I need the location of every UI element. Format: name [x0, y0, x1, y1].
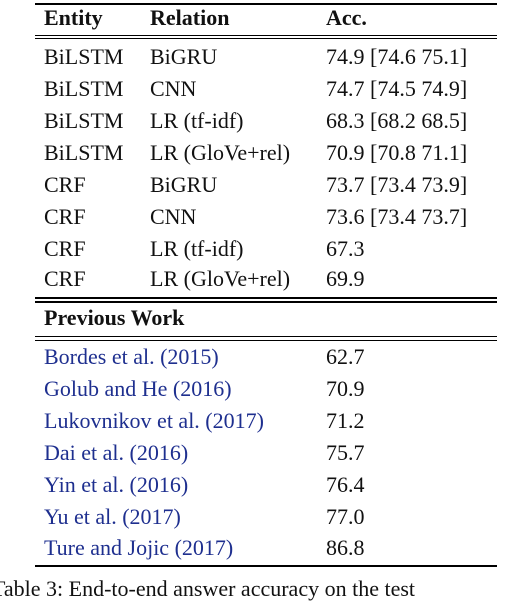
citation-link[interactable]: Bordes et al. (2015) [44, 344, 219, 369]
table-row: BiLSTM LR (GloVe+rel) 70.9 [70.8 71.1] [0, 138, 530, 168]
entity-cell: BiLSTM [44, 44, 124, 69]
entity-cell: BiLSTM [44, 108, 124, 133]
accuracy-cell: 70.9 [70.8 71.1] [326, 140, 468, 165]
table-header-row: Entity Relation Acc. [0, 3, 530, 33]
previous-work-row: Yin et al. (2016) 76.4 [0, 470, 530, 500]
citation-link[interactable]: Yin et al. (2016) [44, 472, 189, 497]
table-row: CRF BiGRU 73.7 [73.4 73.9] [0, 170, 530, 200]
accuracy-cell: 76.4 [326, 472, 365, 497]
accuracy-cell: 73.7 [73.4 73.9] [326, 172, 468, 197]
entity-cell: CRF [44, 266, 86, 291]
previous-work-rule-second [35, 340, 497, 341]
previous-work-row: Dai et al. (2016) 75.7 [0, 438, 530, 468]
table-row: CRF LR (tf-idf) 67.3 [0, 234, 530, 264]
relation-cell: CNN [150, 76, 197, 101]
accuracy-cell: 68.3 [68.2 68.5] [326, 108, 468, 133]
table-row: BiLSTM CNN 74.7 [74.5 74.9] [0, 74, 530, 104]
previous-work-heading: Previous Work [44, 305, 185, 330]
previous-work-heading-row: Previous Work [0, 303, 530, 333]
table-row: BiLSTM BiGRU 74.9 [74.6 75.1] [0, 42, 530, 72]
citation-link[interactable]: Golub and He (2016) [44, 376, 232, 401]
table-bottom-rule [35, 565, 497, 567]
entity-cell: CRF [44, 172, 86, 197]
relation-cell: CNN [150, 204, 197, 229]
header-relation: Relation [150, 5, 230, 30]
accuracy-cell: 75.7 [326, 440, 365, 465]
previous-work-row: Bordes et al. (2015) 62.7 [0, 342, 530, 372]
relation-cell: BiGRU [150, 172, 218, 197]
entity-cell: BiLSTM [44, 140, 124, 165]
citation-link[interactable]: Dai et al. (2016) [44, 440, 189, 465]
header-accuracy: Acc. [326, 5, 367, 30]
previous-work-row: Lukovnikov et al. (2017) 71.2 [0, 406, 530, 436]
section-rule [35, 297, 497, 299]
accuracy-cell: 67.3 [326, 236, 365, 261]
accuracy-cell: 70.9 [326, 376, 365, 401]
citation-link[interactable]: Lukovnikov et al. (2017) [44, 408, 264, 433]
accuracy-cell: 86.8 [326, 535, 365, 560]
relation-cell: BiGRU [150, 44, 218, 69]
table-caption: Table 3: End-to-end answer accuracy on t… [0, 576, 416, 601]
table-row: CRF LR (GloVe+rel) 69.9 [0, 264, 530, 294]
accuracy-cell: 62.7 [326, 344, 365, 369]
previous-work-row: Golub and He (2016) 70.9 [0, 374, 530, 404]
previous-work-rule [35, 336, 497, 337]
table-top-rule [35, 3, 497, 5]
relation-cell: LR (tf-idf) [150, 236, 244, 261]
accuracy-cell: 77.0 [326, 504, 365, 529]
header-rule-second [35, 38, 497, 39]
previous-work-row: Yu et al. (2017) 77.0 [0, 502, 530, 532]
accuracy-cell: 69.9 [326, 266, 365, 291]
relation-cell: LR (tf-idf) [150, 108, 244, 133]
table-row: CRF CNN 73.6 [73.4 73.7] [0, 202, 530, 232]
citation-link[interactable]: Ture and Jojic (2017) [44, 535, 234, 560]
header-entity: Entity [44, 5, 103, 30]
entity-cell: CRF [44, 236, 86, 261]
accuracy-cell: 73.6 [73.4 73.7] [326, 204, 468, 229]
section-rule-second [35, 301, 497, 303]
header-rule [35, 35, 497, 36]
entity-cell: CRF [44, 204, 86, 229]
accuracy-cell: 74.9 [74.6 75.1] [326, 44, 468, 69]
relation-cell: LR (GloVe+rel) [150, 266, 291, 291]
accuracy-cell: 74.7 [74.5 74.9] [326, 76, 468, 101]
table-row: BiLSTM LR (tf-idf) 68.3 [68.2 68.5] [0, 106, 530, 136]
accuracy-cell: 71.2 [326, 408, 365, 433]
entity-cell: BiLSTM [44, 76, 124, 101]
previous-work-row: Ture and Jojic (2017) 86.8 [0, 533, 530, 563]
citation-link[interactable]: Yu et al. (2017) [44, 504, 181, 529]
relation-cell: LR (GloVe+rel) [150, 140, 291, 165]
